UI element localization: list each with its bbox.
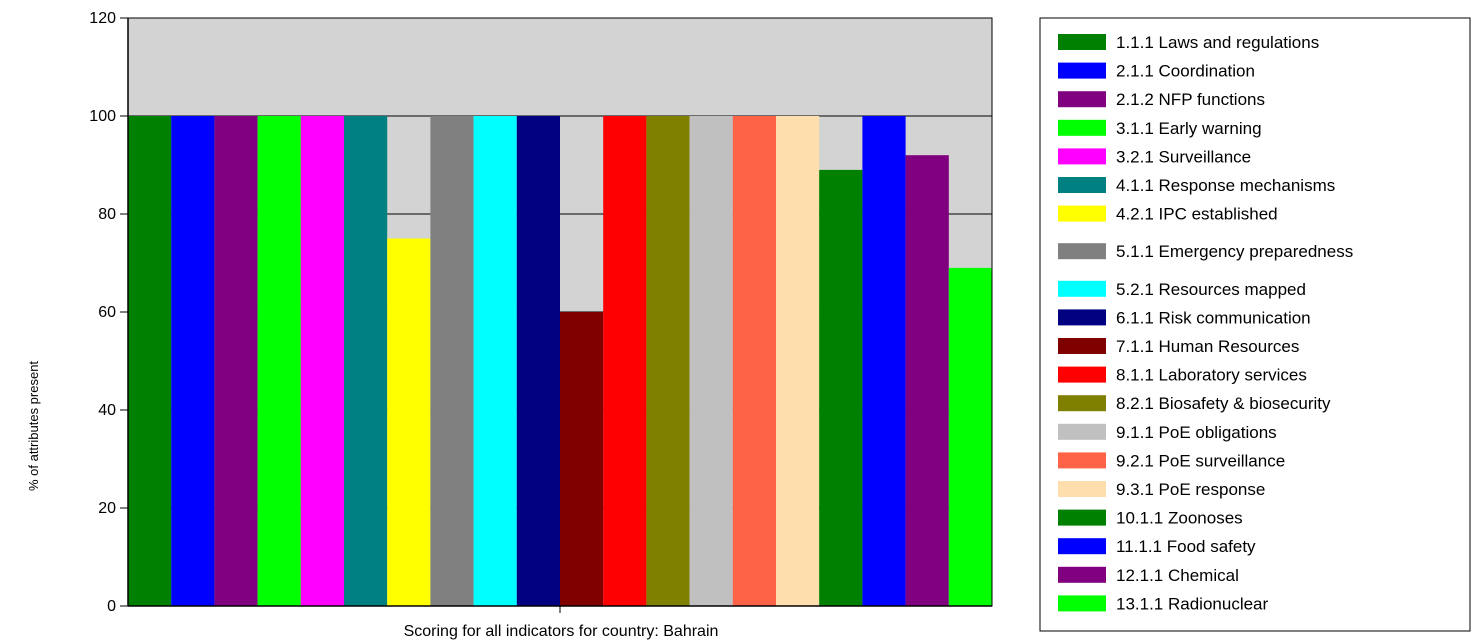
legend-label: 12.1.1 Chemical (1116, 566, 1239, 585)
legend: 1.1.1 Laws and regulations 2.1.1 Coordina… (1039, 17, 1471, 632)
legend-label: 2.1.2 NFP functions (1116, 90, 1265, 109)
legend-swatch (1058, 34, 1106, 50)
bar (776, 116, 820, 606)
legend-label: 13.1.1 Radionuclear (1116, 594, 1269, 613)
legend-swatch (1058, 177, 1106, 193)
legend-label: 3.2.1 Surveillance (1116, 147, 1251, 166)
bar (473, 116, 517, 606)
bar (128, 116, 172, 606)
legend-label: 11.1.1 Food safety (1116, 537, 1256, 556)
legend-label: 7.1.1 Human Resources (1116, 337, 1299, 356)
legend-swatch (1058, 280, 1106, 297)
y-tick-label: 0 (107, 598, 116, 615)
legend-label: 6.1.1 Risk communication (1116, 308, 1311, 327)
bar (603, 116, 647, 606)
legend-swatch (1058, 62, 1106, 79)
legend-label: 8.1.1 Laboratory services (1116, 366, 1307, 385)
legend-swatch (1058, 91, 1106, 108)
legend-label: 9.2.1 PoE surveillance (1116, 451, 1285, 470)
x-axis-label: Scoring for all indicators for country: … (404, 623, 719, 640)
legend-label: 4.1.1 Response mechanisms (1116, 176, 1335, 195)
legend-label: 2.1.1 Coordination (1116, 62, 1255, 81)
legend-swatch (1058, 481, 1106, 497)
legend-label: 5.1.1 Emergency preparedness (1116, 242, 1353, 261)
bar (732, 116, 776, 606)
bar (516, 116, 560, 606)
legend-swatch (1058, 395, 1106, 412)
legend-label: 3.1.1 Early warning (1116, 119, 1262, 138)
bar (257, 116, 301, 606)
bar (214, 116, 258, 606)
legend-label: 9.1.1 PoE obligations (1116, 423, 1277, 442)
legend-label: 1.1.1 Laws and regulations (1116, 33, 1319, 52)
y-axis: 0 20 40 60 80 100 120 (89, 10, 129, 615)
legend-label: 10.1.1 Zoonoses (1116, 509, 1243, 528)
legend-label: 9.3.1 PoE response (1116, 480, 1265, 499)
legend-label: 8.2.1 Biosafety & biosecurity (1116, 394, 1331, 413)
legend-swatch (1058, 538, 1106, 555)
legend-box (1039, 17, 1471, 632)
x-axis (128, 605, 992, 613)
y-tick-label: 80 (98, 206, 116, 223)
legend-swatch (1058, 423, 1106, 440)
legend-swatch (1058, 243, 1106, 260)
legend-swatch (1058, 148, 1106, 165)
y-tick-label: 120 (89, 10, 116, 27)
y-tick-label: 20 (98, 500, 116, 517)
y-axis-label: % of attributes present (26, 361, 41, 491)
bar (387, 238, 431, 606)
legend-swatch (1058, 205, 1106, 222)
legend-swatch (1058, 366, 1106, 383)
bar (560, 312, 604, 606)
bar (171, 116, 215, 606)
legend-label: 4.2.1 IPC established (1116, 205, 1278, 224)
bar (948, 267, 992, 606)
bar (819, 169, 863, 606)
bar (300, 116, 344, 606)
y-tick-label: 40 (98, 402, 116, 419)
bar (905, 155, 949, 606)
y-tick-label: 60 (98, 304, 116, 321)
legend-swatch (1058, 119, 1106, 136)
legend-swatch (1058, 452, 1106, 469)
legend-swatch (1058, 338, 1106, 354)
legend-swatch (1058, 595, 1106, 612)
plot-area (127, 17, 993, 607)
legend-swatch (1058, 509, 1106, 526)
bar (646, 116, 690, 606)
legend-label: 5.2.1 Resources mapped (1116, 280, 1306, 299)
bar (344, 116, 388, 606)
bar (689, 116, 733, 606)
legend-swatch (1058, 566, 1106, 583)
bar (862, 116, 906, 606)
bar (430, 116, 474, 606)
legend-swatch (1058, 309, 1106, 326)
y-tick-label: 100 (89, 108, 116, 125)
